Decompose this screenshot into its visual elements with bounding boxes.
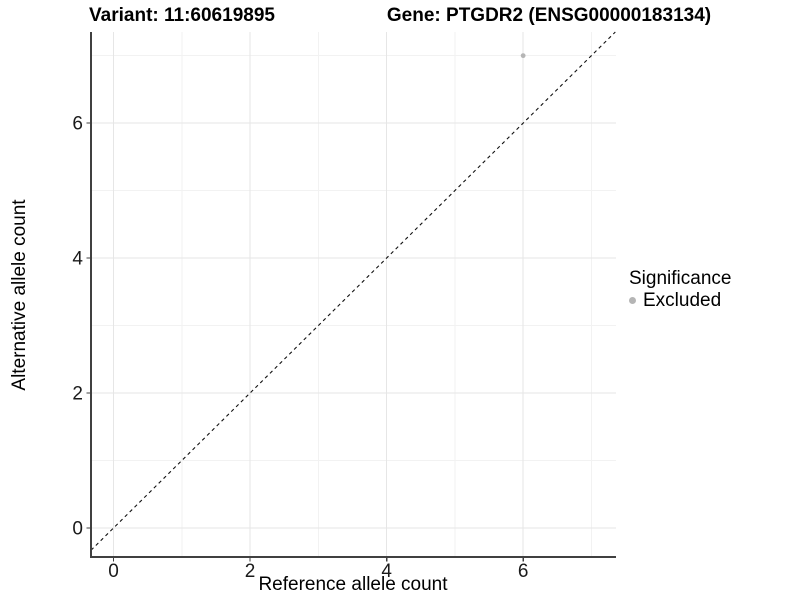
legend: Significance Excluded <box>629 268 731 311</box>
legend-item-excluded: Excluded <box>629 290 731 311</box>
x-axis-title: Reference allele count <box>258 574 448 595</box>
x-tick-label: 6 <box>518 561 529 582</box>
y-tick-label: 6 <box>72 114 83 135</box>
y-axis-title: Alternative allele count <box>9 199 30 391</box>
x-tick-label: 2 <box>245 561 256 582</box>
y-tick-label: 0 <box>72 519 83 540</box>
data-point <box>520 53 526 59</box>
y-tick-label: 2 <box>72 384 83 405</box>
legend-point-marker <box>629 297 636 304</box>
plot-title-variant: Variant: 11:60619895 <box>89 5 275 26</box>
legend-title: Significance <box>629 268 732 289</box>
x-tick-label: 4 <box>381 561 392 582</box>
identity-line <box>90 31 616 551</box>
plot-title-gene: Gene: PTGDR2 (ENSG00000183134) <box>386 5 712 26</box>
x-tick-label: 0 <box>108 561 119 582</box>
legend-item-label: Excluded <box>643 290 722 311</box>
y-tick-label: 4 <box>72 249 83 270</box>
